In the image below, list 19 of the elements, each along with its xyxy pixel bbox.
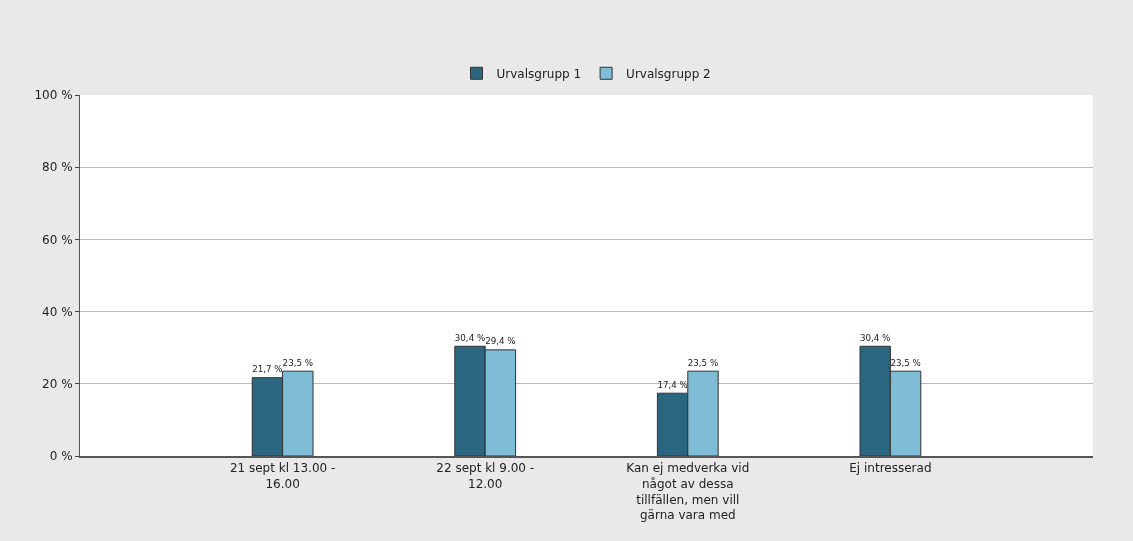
data-label: 21,7 % <box>252 364 283 375</box>
y-tick-label: 100 % <box>34 88 73 103</box>
data-label: 23,5 % <box>282 357 313 368</box>
y-tick-label: 0 % <box>49 449 73 464</box>
y-tick-label: 80 % <box>42 160 73 175</box>
data-label: 30,4 % <box>454 332 486 343</box>
data-label: 23,5 % <box>687 357 719 368</box>
data-label: 30,4 % <box>860 332 891 343</box>
x-tick-label: 22 sept kl 9.00 - 12.00 <box>436 461 535 491</box>
y-tick-label: 60 % <box>42 232 73 247</box>
y-tick-label: 20 % <box>42 377 73 391</box>
x-tick-label: Kan ej medverka vid något av dessa tillfällen, men vill gärna vara med <box>626 461 750 523</box>
y-tick-label: 40 % <box>42 304 73 319</box>
legend-label: Urvalsgrupp 2 <box>626 66 711 81</box>
x-tick-label: Ej intresserad <box>849 461 932 476</box>
legend-label: Urvalsgrupp 1 <box>496 66 582 81</box>
data-label: 29,4 % <box>485 336 516 347</box>
data-label: 23,5 % <box>890 357 921 368</box>
x-tick-label: 21 sept kl 13.00 - 16.00 <box>229 461 336 491</box>
